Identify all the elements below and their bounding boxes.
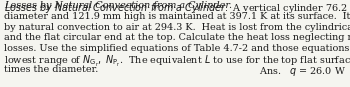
Text: diameter and 121.9 mm high is maintained at 397.1 K at its surface.  It loses he: diameter and 121.9 mm high is maintained… [4,12,350,21]
Text: times the diameter.: times the diameter. [4,65,98,74]
Text: losses. Use the simplified equations of Table 4.7-2 and those equations for the: losses. Use the simplified equations of … [4,44,350,53]
Text: and the flat circular end at the top. Calculate the heat loss neglecting radiati: and the flat circular end at the top. Ca… [4,33,350,42]
Text: Ans.   $q$ = 26.0 W: Ans. $q$ = 26.0 W [259,66,346,78]
Text: lowest range of $N_{\mathrm{G_r}},\ N_{\mathrm{P_r}}$.  The equivalent $L$ to us: lowest range of $N_{\mathrm{G_r}},\ N_{\… [4,54,350,69]
Text: Losses by Natural Convection from a Cylinder.: Losses by Natural Convection from a Cyli… [4,1,232,10]
Text: by natural convection to air at 294.3 K.  Heat is lost from the cylindrical side: by natural convection to air at 294.3 K.… [4,23,350,31]
Text: $\mathit{Losses\ by\ Natural\ Convection\ from\ a\ Cylinder.}$ A vertical cylind: $\mathit{Losses\ by\ Natural\ Convection… [4,1,350,15]
